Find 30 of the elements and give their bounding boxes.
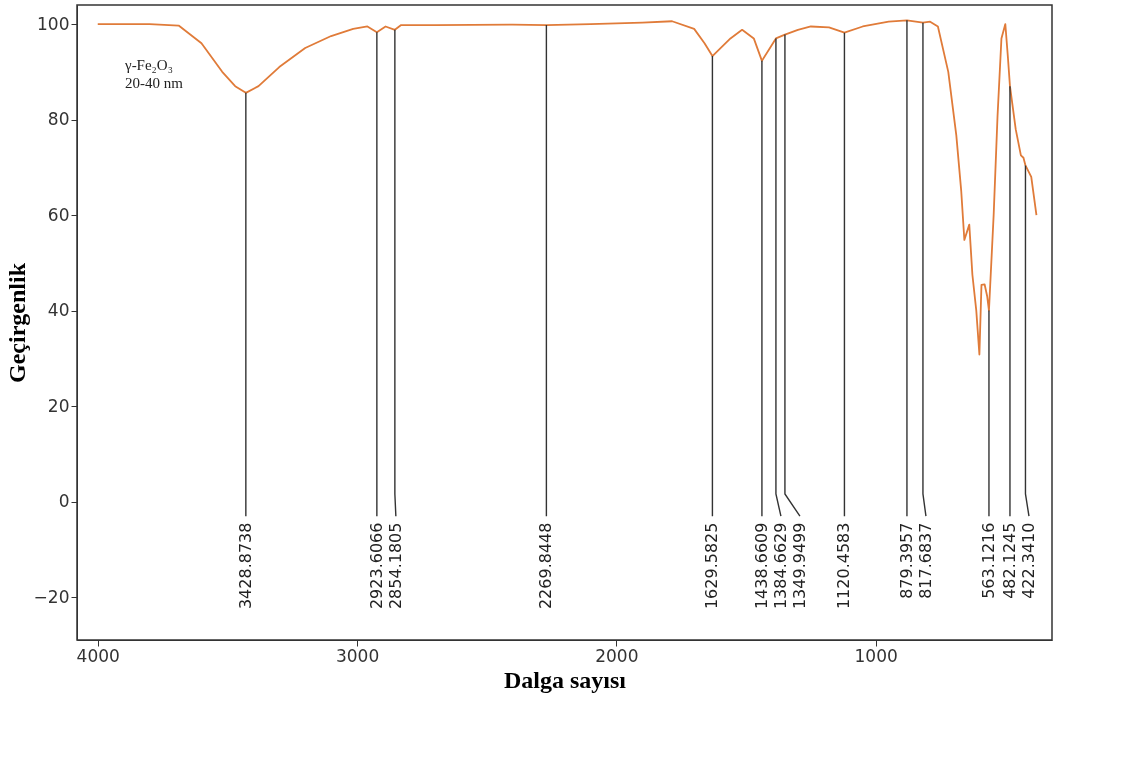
x-tick-label: 2000 [595, 645, 639, 666]
annotation: 817.6837 [915, 522, 935, 599]
annotation: 482.1245 [999, 522, 1019, 599]
annotation: 1349.9499 [789, 522, 809, 610]
annotation: 1384.6629 [770, 522, 790, 610]
annotation: 1120.4583 [834, 522, 854, 610]
annotation: 3428.8738 [235, 522, 255, 610]
annotation: 422.3410 [1018, 522, 1038, 599]
y-tick-label: 100 [37, 13, 70, 34]
line-series [96, 19, 1038, 356]
annotation: 1438.6609 [751, 522, 771, 610]
annotation: 563.1216 [978, 522, 998, 599]
y-tick-label: 0 [58, 491, 70, 512]
annotation: 2269.8448 [536, 522, 556, 610]
y-tick-label: −20 [33, 586, 70, 607]
annotation: γ-Fe₂O₃ [124, 57, 173, 73]
y-tick-label: 80 [47, 109, 70, 130]
x-tick-label: 3000 [335, 645, 380, 666]
y-tick-label: 40 [47, 300, 70, 321]
x-tick-label: 4000 [76, 645, 120, 666]
x-axis-title: Dalga sayısı [503, 666, 627, 693]
y-tick-label: 20 [47, 395, 70, 416]
annotation: 1629.5825 [702, 522, 722, 610]
y-tick-label: 60 [47, 204, 70, 225]
y-axis-title: Geçirgenlik [3, 262, 30, 383]
annotation: 2854.1805 [385, 522, 405, 610]
x-tick-label: 1000 [854, 645, 898, 666]
annotation: 2923.6066 [366, 522, 386, 610]
annotation: 20-40 nm [125, 75, 184, 91]
annotation: 879.3957 [896, 522, 916, 599]
